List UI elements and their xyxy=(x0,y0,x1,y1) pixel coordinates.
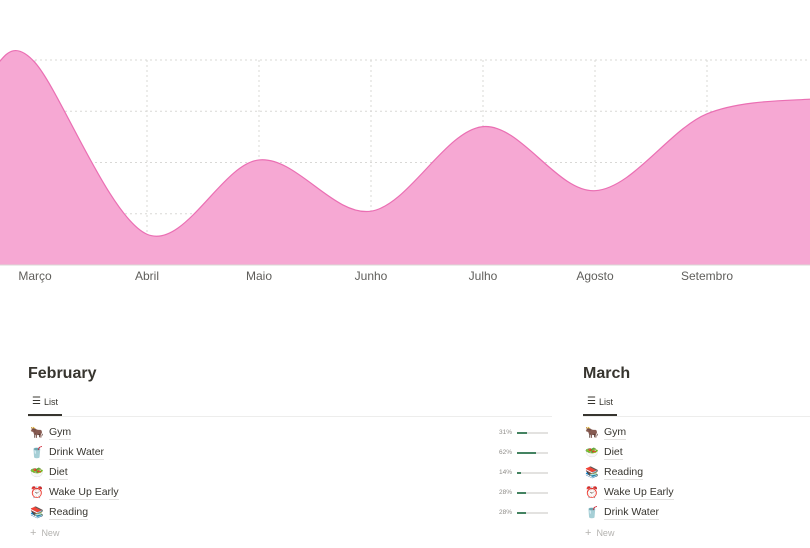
list-icon: ☰ xyxy=(587,396,596,407)
tab-list-label: List xyxy=(43,397,58,407)
item-label[interactable]: Drink Water xyxy=(49,446,105,460)
progress: 28% xyxy=(494,489,548,496)
x-tick-label: Maio xyxy=(246,269,272,283)
series-area xyxy=(0,50,810,265)
progress: 31% xyxy=(494,429,548,436)
salad-icon: 🥗 xyxy=(30,467,44,479)
progress-bar xyxy=(517,511,548,514)
item-label[interactable]: Gym xyxy=(49,426,72,440)
tab-list-label: List xyxy=(598,397,613,407)
plus-icon: + xyxy=(585,527,592,539)
view-tabs: ☰ List xyxy=(583,390,810,417)
list-item[interactable]: ⏰ Wake Up Early xyxy=(583,483,810,503)
progress-bar xyxy=(517,431,548,434)
march-panel: March ☰ List 🐂 Gym 🥗 Diet 📚 Reading ⏰ Wa… xyxy=(583,360,810,543)
new-item-button[interactable]: + New xyxy=(583,523,810,543)
tab-list[interactable]: ☰ List xyxy=(28,390,62,416)
item-label[interactable]: Diet xyxy=(604,446,623,460)
x-tick-label: Setembro xyxy=(681,269,733,283)
panel-title-february: February xyxy=(28,365,97,382)
item-label[interactable]: Reading xyxy=(604,466,644,480)
item-label[interactable]: Drink Water xyxy=(604,506,660,520)
list-item[interactable]: ⏰ Wake Up Early 28% xyxy=(28,483,552,503)
item-label[interactable]: Gym xyxy=(604,426,627,440)
item-label[interactable]: Reading xyxy=(49,506,89,520)
progress-bar xyxy=(517,451,548,454)
progress-fill xyxy=(517,511,526,514)
x-tick-labels: MarçoAbrilMaioJunhoJulhoAgostoSetembroOu xyxy=(18,269,733,283)
progress-text: 62% xyxy=(498,449,512,456)
list-item[interactable]: 📚 Reading 28% xyxy=(28,503,552,523)
list-item[interactable]: 🥗 Diet 14% xyxy=(28,463,552,483)
books-icon: 📚 xyxy=(585,467,599,479)
progress: 62% xyxy=(494,449,548,456)
progress: 14% xyxy=(494,469,548,476)
list-item[interactable]: 🥗 Diet xyxy=(583,443,810,463)
progress-fill xyxy=(517,451,537,454)
progress-text: 14% xyxy=(498,469,512,476)
new-item-label: New xyxy=(41,528,60,538)
panel-title-march: March xyxy=(583,365,631,382)
list-item[interactable]: 🐂 Gym 31% xyxy=(28,423,552,443)
bull-icon: 🐂 xyxy=(30,427,44,439)
list-item[interactable]: 🐂 Gym xyxy=(583,423,810,443)
x-tick-label: Agosto xyxy=(576,269,614,283)
alarm-clock-icon: ⏰ xyxy=(30,487,44,499)
alarm-clock-icon: ⏰ xyxy=(585,487,599,499)
new-item-button[interactable]: + New xyxy=(28,523,552,543)
x-tick-label: Julho xyxy=(469,269,498,283)
progress-fill xyxy=(517,491,526,494)
progress-fill xyxy=(517,431,527,434)
tab-list[interactable]: ☰ List xyxy=(583,390,617,416)
item-label[interactable]: Wake Up Early xyxy=(604,486,674,500)
progress-text: 31% xyxy=(498,429,512,436)
x-tick-label: Março xyxy=(18,269,52,283)
list-item[interactable]: 🥤 Drink Water xyxy=(583,503,810,523)
progress-bar xyxy=(517,491,548,494)
books-icon: 📚 xyxy=(30,507,44,519)
progress-text: 28% xyxy=(498,509,512,516)
progress-fill xyxy=(517,471,522,474)
list-item[interactable]: 📚 Reading xyxy=(583,463,810,483)
progress: 28% xyxy=(494,509,548,516)
area-chart: MarçoAbrilMaioJunhoJulhoAgostoSetembroOu xyxy=(0,50,810,283)
new-item-label: New xyxy=(596,528,615,538)
progress-text: 28% xyxy=(498,489,512,496)
x-tick-label: Junho xyxy=(355,269,388,283)
salad-icon: 🥗 xyxy=(585,447,599,459)
list-item[interactable]: 🥤 Drink Water 62% xyxy=(28,443,552,463)
progress-bar xyxy=(517,471,548,474)
bull-icon: 🐂 xyxy=(585,427,599,439)
item-label[interactable]: Diet xyxy=(49,466,68,480)
cup-icon: 🥤 xyxy=(585,507,599,519)
cup-icon: 🥤 xyxy=(30,447,44,459)
february-panel: February ☰ List 🐂 Gym 31% 🥤 Drink Water … xyxy=(28,360,552,543)
march-list: 🐂 Gym 🥗 Diet 📚 Reading ⏰ Wake Up Early 🥤… xyxy=(583,423,810,543)
item-label[interactable]: Wake Up Early xyxy=(49,486,119,500)
plus-icon: + xyxy=(30,527,37,539)
series-line xyxy=(0,50,810,237)
x-tick-label: Abril xyxy=(135,269,159,283)
february-list: 🐂 Gym 31% 🥤 Drink Water 62% 🥗 Diet 14% xyxy=(28,423,552,543)
view-tabs: ☰ List xyxy=(28,390,552,417)
list-icon: ☰ xyxy=(32,396,41,407)
